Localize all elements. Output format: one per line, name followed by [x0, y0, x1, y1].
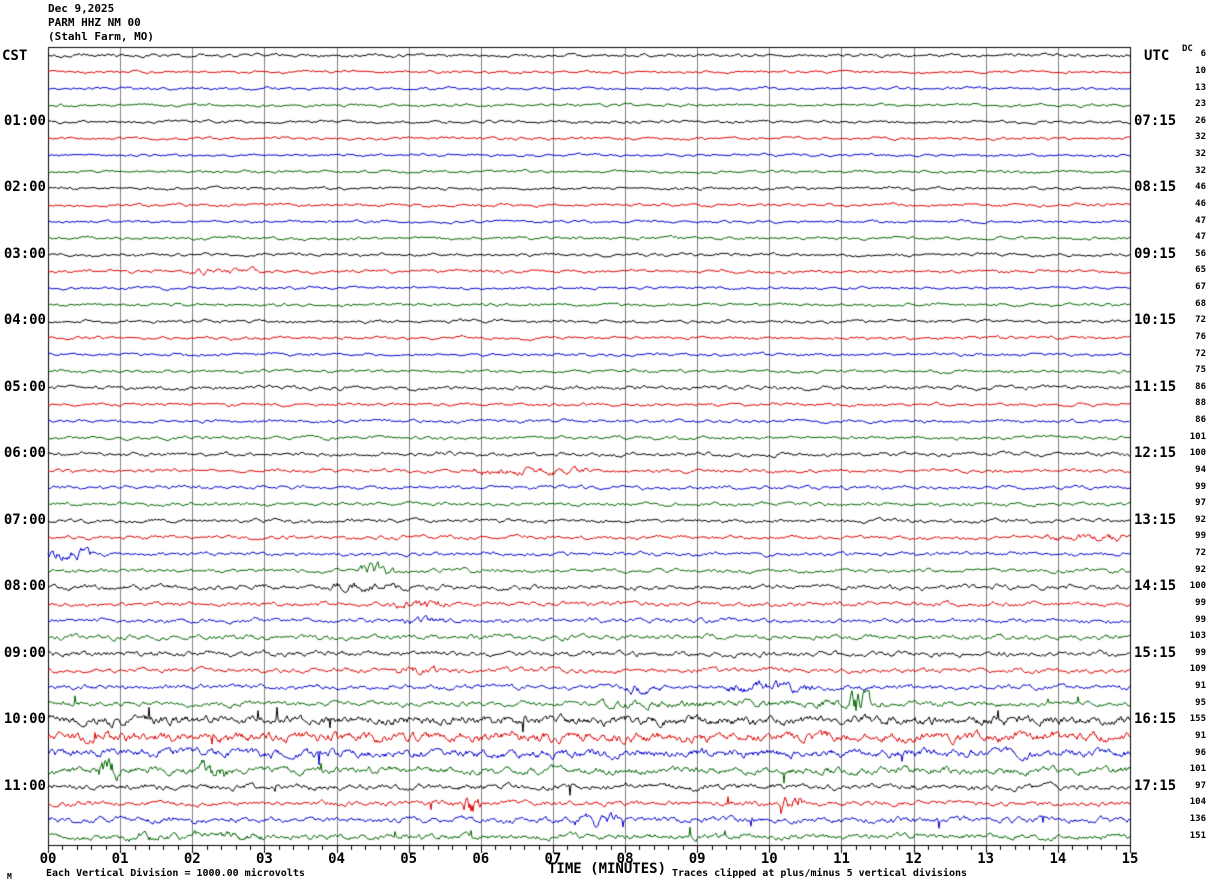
utc-time-label: 17:15 [1134, 777, 1177, 794]
utc-time-label: 13:15 [1134, 511, 1177, 528]
dc-value: 6 [1200, 49, 1206, 60]
dc-value: 26 [1195, 115, 1206, 126]
x-axis-label: 00 [39, 851, 57, 867]
utc-time-label: 09:15 [1134, 245, 1177, 262]
clip-note: Traces clipped at plus/minus 5 vertical … [672, 868, 968, 879]
left-axis-header-cst: CST [2, 48, 28, 64]
dc-value: 96 [1195, 747, 1206, 758]
dc-value: 155 [1189, 714, 1206, 725]
scale-note: Each Vertical Division = 1000.00 microvo… [46, 868, 305, 879]
cst-time-label: 09:00 [3, 644, 46, 661]
utc-time-label: 07:15 [1134, 112, 1177, 129]
x-axis-label: 01 [111, 851, 129, 867]
cst-time-label: 05:00 [3, 378, 46, 395]
cst-time-label: 07:00 [3, 511, 46, 528]
dc-value: 72 [1195, 348, 1206, 359]
dc-value: 23 [1195, 99, 1206, 110]
x-axis-label: 08 [616, 851, 634, 867]
cst-time-label: 06:00 [3, 445, 46, 462]
dc-value: 76 [1195, 331, 1206, 342]
dc-value: 47 [1195, 215, 1206, 226]
dc-value: 65 [1195, 265, 1206, 276]
dc-value: 95 [1195, 697, 1206, 708]
dc-value: 99 [1195, 531, 1206, 542]
dc-value: 101 [1189, 431, 1206, 442]
dc-value: 91 [1195, 681, 1206, 692]
dc-value: 136 [1189, 814, 1206, 825]
dc-value: 99 [1195, 614, 1206, 625]
dc-value: 92 [1195, 514, 1206, 525]
dc-value: 94 [1195, 464, 1206, 475]
cst-time-label: 01:00 [3, 112, 46, 129]
dc-value: 97 [1195, 780, 1206, 791]
cst-time-label: 04:00 [3, 312, 46, 329]
dc-value: 99 [1195, 481, 1206, 492]
utc-time-label: 12:15 [1134, 445, 1177, 462]
dc-column-header: DC [1182, 44, 1193, 54]
x-axis-label: 11 [833, 851, 850, 867]
dc-value: 99 [1195, 597, 1206, 608]
watermark-mark: M [7, 872, 12, 881]
dc-value: 32 [1195, 165, 1206, 176]
utc-time-label: 15:15 [1134, 644, 1177, 661]
x-axis-label: 03 [255, 851, 273, 867]
dc-value: 46 [1195, 182, 1206, 193]
dc-value: 46 [1195, 198, 1206, 209]
dc-value: 151 [1189, 830, 1206, 841]
dc-value: 109 [1189, 664, 1206, 675]
utc-time-label: 16:15 [1134, 711, 1177, 728]
x-axis-label: 15 [1121, 851, 1139, 867]
dc-value: 47 [1195, 232, 1206, 243]
dc-value: 56 [1195, 248, 1206, 259]
title-station: PARM HHZ NM 00 [48, 16, 141, 29]
dc-value: 100 [1189, 581, 1206, 592]
x-axis-label: 12 [905, 851, 923, 867]
x-axis-label: 10 [760, 851, 778, 867]
x-axis-label: 14 [1049, 851, 1067, 867]
utc-time-label: 10:15 [1134, 312, 1177, 329]
dc-value: 72 [1195, 548, 1206, 559]
dc-value: 88 [1195, 398, 1206, 409]
title-date: Dec 9,2025 [48, 2, 115, 15]
dc-value: 99 [1195, 647, 1206, 658]
x-axis-label: 07 [544, 851, 562, 867]
utc-time-label: 08:15 [1134, 179, 1177, 196]
dc-value: 32 [1195, 149, 1206, 160]
dc-value: 86 [1195, 415, 1206, 426]
dc-value: 103 [1189, 631, 1206, 642]
x-axis-label: 05 [400, 851, 418, 867]
dc-value: 92 [1195, 564, 1206, 575]
cst-time-label: 11:00 [3, 777, 46, 794]
dc-value: 72 [1195, 315, 1206, 326]
cst-time-label: 08:00 [3, 578, 46, 595]
x-axis-label: 02 [183, 851, 201, 867]
cst-time-label: 02:00 [3, 179, 46, 196]
dc-value: 86 [1195, 381, 1206, 392]
dc-value: 104 [1189, 797, 1206, 808]
right-axis-header-utc: UTC [1144, 48, 1170, 64]
dc-value: 97 [1195, 498, 1206, 509]
cst-time-label: 10:00 [3, 711, 46, 728]
dc-value: 75 [1195, 365, 1206, 376]
x-axis-label: 09 [688, 851, 706, 867]
dc-value: 100 [1189, 448, 1206, 459]
cst-time-label: 03:00 [3, 245, 46, 262]
dc-value: 32 [1195, 132, 1206, 143]
utc-time-label: 11:15 [1134, 378, 1177, 395]
x-axis-label: 04 [328, 851, 345, 867]
x-axis-label: 13 [977, 851, 995, 867]
dc-value: 13 [1195, 82, 1206, 93]
dc-value: 67 [1195, 282, 1206, 293]
dc-value: 101 [1189, 764, 1206, 775]
x-axis-label: 06 [472, 851, 490, 867]
utc-time-label: 14:15 [1134, 578, 1177, 595]
x-axis-title: TIME (MINUTES) [548, 861, 667, 877]
dc-value: 91 [1195, 730, 1206, 741]
title-location: (Stahl Farm, MO) [48, 30, 154, 43]
dc-value: 10 [1195, 65, 1206, 76]
dc-value: 68 [1195, 298, 1206, 309]
